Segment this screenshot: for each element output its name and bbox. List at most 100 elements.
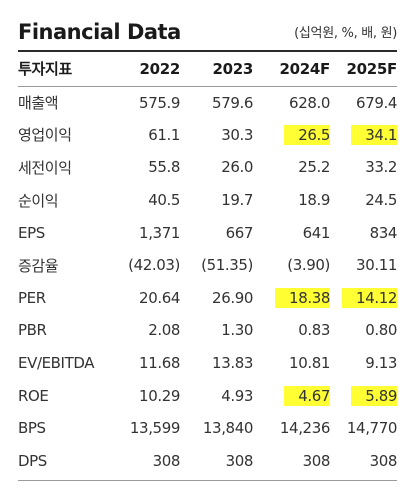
column-header-metric: 투자지표	[18, 60, 73, 79]
table-row: PBR 2.08 1.30 0.83 0.80	[18, 314, 397, 347]
cell-value: 13.83	[212, 354, 253, 373]
table-cell: 33.2	[330, 151, 397, 184]
table-cell: 34.1	[330, 119, 397, 152]
row-label: ROE	[18, 386, 49, 405]
table-cell: 1,371	[102, 216, 180, 249]
table-cell: 14,770	[330, 412, 397, 445]
cell-value: 579.6	[212, 93, 253, 112]
table-cell: 13,840	[180, 412, 253, 445]
table-cell: 679.4	[330, 86, 397, 119]
cell-value: 308	[369, 451, 398, 470]
cell-value: 55.8	[148, 158, 180, 177]
table-cell: 18.9	[253, 184, 330, 217]
table-cell: 18.38	[253, 282, 330, 315]
cell-value: 308	[152, 451, 181, 470]
highlighted-cell-value: 4.67	[284, 385, 330, 406]
row-label: DPS	[18, 451, 47, 470]
column-header-2022: 2022	[139, 59, 180, 78]
table-header-row: 투자지표 2022 2023 2024F 2025F	[18, 52, 397, 86]
title-divider	[18, 50, 397, 52]
cell-value: 14,770	[346, 419, 397, 438]
cell-value: 575.9	[139, 93, 180, 112]
table-row: BPS 13,599 13,840 14,236 14,770	[18, 412, 397, 445]
cell-value: 14,236	[279, 419, 330, 438]
highlighted-cell-value: 5.89	[351, 385, 397, 406]
financial-table: 투자지표 2022 2023 2024F 2025F 매출액 575.9 579.6…	[18, 52, 397, 477]
table-cell: 308	[180, 445, 254, 478]
cell-value: 834	[369, 223, 398, 242]
cell-value: 10.81	[289, 354, 330, 373]
table-row: EPS 1,371 667 641 834	[18, 216, 397, 249]
cell-value: (42.03)	[128, 256, 180, 275]
column-header-2025f: 2025F	[346, 59, 398, 78]
table-row: DPS 308 308 308 308	[18, 445, 397, 478]
table-cell: 667	[180, 216, 254, 249]
table-cell: 10.29	[102, 379, 180, 412]
cell-value: 33.2	[365, 158, 397, 177]
cell-value: 26.90	[212, 288, 253, 307]
cell-value: 667	[225, 223, 254, 242]
table-cell: 5.89	[330, 379, 397, 412]
cell-value: 628.0	[289, 93, 330, 112]
cell-value: 30.3	[221, 125, 253, 144]
cell-value: 25.2	[298, 158, 330, 177]
table-cell: 1.30	[180, 314, 253, 347]
table-cell: 11.68	[102, 347, 180, 380]
table-cell: 2.08	[102, 314, 180, 347]
bottom-divider	[18, 480, 397, 482]
table-cell: 308	[253, 445, 331, 478]
cell-value: 9.13	[365, 354, 397, 373]
table-cell: 61.1	[102, 119, 180, 152]
cell-value: (3.90)	[287, 256, 330, 275]
table-cell: 26.5	[253, 119, 330, 152]
table-cell: 30.3	[180, 119, 253, 152]
highlighted-cell-value: 14.12	[342, 287, 397, 308]
table-cell: 641	[253, 216, 331, 249]
unit-note: (십억원, %, 배, 원)	[294, 26, 397, 41]
highlighted-cell-value: 18.38	[275, 287, 330, 308]
cell-value: 18.9	[298, 191, 330, 210]
row-label: 세전이익	[18, 158, 72, 177]
table-cell: 20.64	[102, 282, 180, 315]
table-cell: (51.35)	[180, 249, 253, 282]
row-label: 증감율	[18, 256, 59, 275]
cell-value: 61.1	[148, 125, 180, 144]
cell-value: 20.64	[139, 288, 180, 307]
cell-value: 308	[302, 451, 331, 470]
row-label: 영업이익	[18, 126, 72, 145]
row-label: EPS	[18, 223, 45, 242]
column-header-2024f: 2024F	[279, 59, 331, 78]
cell-value: 308	[225, 451, 254, 470]
row-label: PER	[18, 288, 46, 307]
row-label: EV/EBITDA	[18, 354, 95, 373]
table-cell: 19.7	[180, 184, 253, 217]
highlighted-cell-value: 34.1	[351, 124, 397, 145]
table-row: ROE 10.29 4.93 4.67 5.89	[18, 379, 397, 412]
row-label: PBR	[18, 321, 47, 340]
table-cell: 13.83	[180, 347, 253, 380]
table-row: 증감율 (42.03) (51.35) (3.90) 30.11	[18, 249, 397, 282]
title-row: Financial Data (십억원, %, 배, 원)	[18, 14, 397, 44]
table-cell: 308	[102, 445, 181, 478]
cell-value: 24.5	[365, 191, 397, 210]
highlighted-cell-value: 26.5	[284, 124, 330, 145]
table-cell: 0.83	[253, 314, 330, 347]
table-row: PER 20.64 26.90 18.38 14.12	[18, 282, 397, 315]
table-cell: 13,599	[102, 412, 180, 445]
table-cell: 4.93	[180, 379, 253, 412]
cell-value: 0.83	[298, 321, 330, 340]
table-cell: 14.12	[330, 282, 397, 315]
table-cell: (3.90)	[253, 249, 330, 282]
cell-value: 13,599	[129, 419, 180, 438]
table-cell: 4.67	[253, 379, 330, 412]
table-cell: 575.9	[102, 86, 180, 119]
cell-value: 11.68	[139, 354, 180, 373]
cell-value: 4.93	[221, 386, 253, 405]
table-cell: 26.0	[180, 151, 253, 184]
table-cell: 628.0	[253, 86, 330, 119]
table-row: 매출액 575.9 579.6 628.0 679.4	[18, 86, 397, 119]
cell-value: 2.08	[148, 321, 180, 340]
cell-value: 10.29	[139, 386, 180, 405]
table-cell: 9.13	[330, 347, 397, 380]
